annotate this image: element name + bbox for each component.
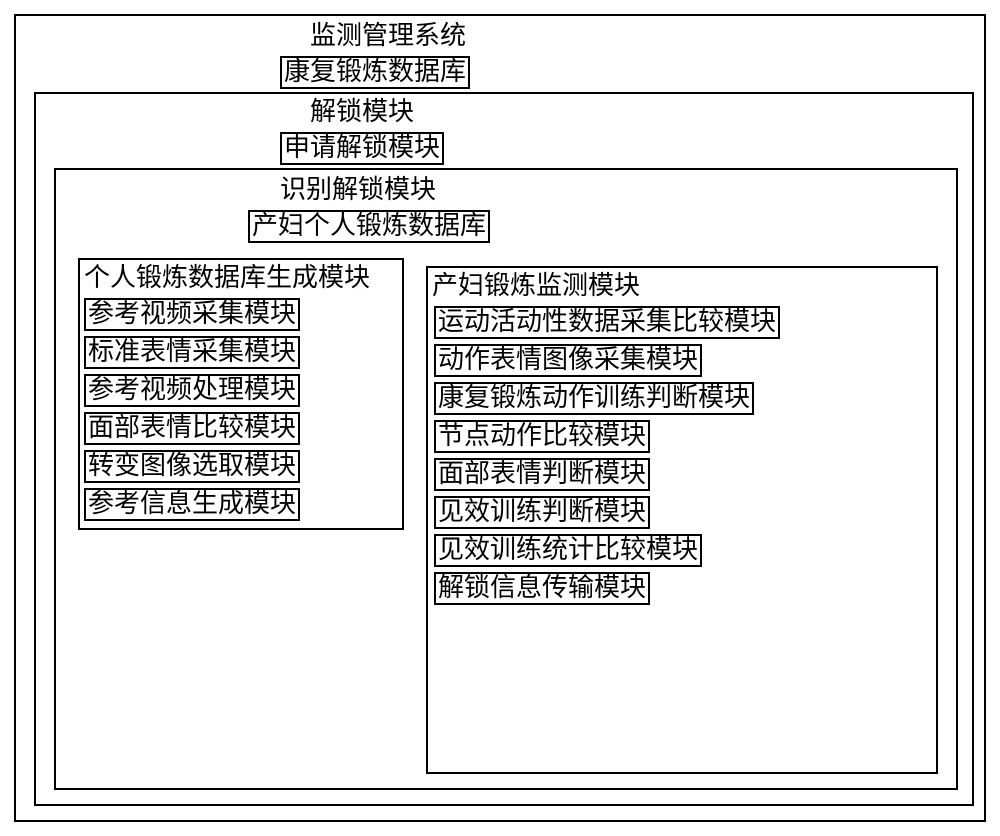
mid-subtitle: 申请解锁模块: [280, 132, 444, 165]
inner-subtitle: 产妇个人锻炼数据库: [248, 210, 490, 243]
right-item-1: 动作表情图像采集模块: [434, 344, 702, 377]
right-item-5: 见效训练判断模块: [434, 496, 650, 529]
mid-title: 解锁模块: [310, 98, 414, 127]
left-column-title: 个人锻炼数据库生成模块: [84, 264, 370, 293]
right-item-6: 见效训练统计比较模块: [434, 534, 702, 567]
left-item-1: 标准表情采集模块: [84, 336, 300, 369]
right-item-7: 解锁信息传输模块: [434, 572, 650, 605]
outer-subtitle: 康复锻炼数据库: [280, 56, 470, 89]
left-item-2: 参考视频处理模块: [84, 374, 300, 407]
right-column-title: 产妇锻炼监测模块: [432, 272, 640, 301]
left-item-5: 参考信息生成模块: [84, 488, 300, 521]
inner-title: 识别解锁模块: [280, 176, 436, 205]
left-item-4: 转变图像选取模块: [84, 450, 300, 483]
outer-title: 监测管理系统: [310, 22, 466, 51]
left-item-0: 参考视频采集模块: [84, 298, 300, 331]
diagram-container: 监测管理系统 康复锻炼数据库 解锁模块 申请解锁模块 识别解锁模块 产妇个人锻炼…: [10, 10, 990, 826]
left-item-3: 面部表情比较模块: [84, 412, 300, 445]
right-item-4: 面部表情判断模块: [434, 458, 650, 491]
right-item-2: 康复锻炼动作训练判断模块: [434, 382, 754, 415]
right-item-0: 运动活动性数据采集比较模块: [434, 306, 780, 339]
right-item-3: 节点动作比较模块: [434, 420, 650, 453]
